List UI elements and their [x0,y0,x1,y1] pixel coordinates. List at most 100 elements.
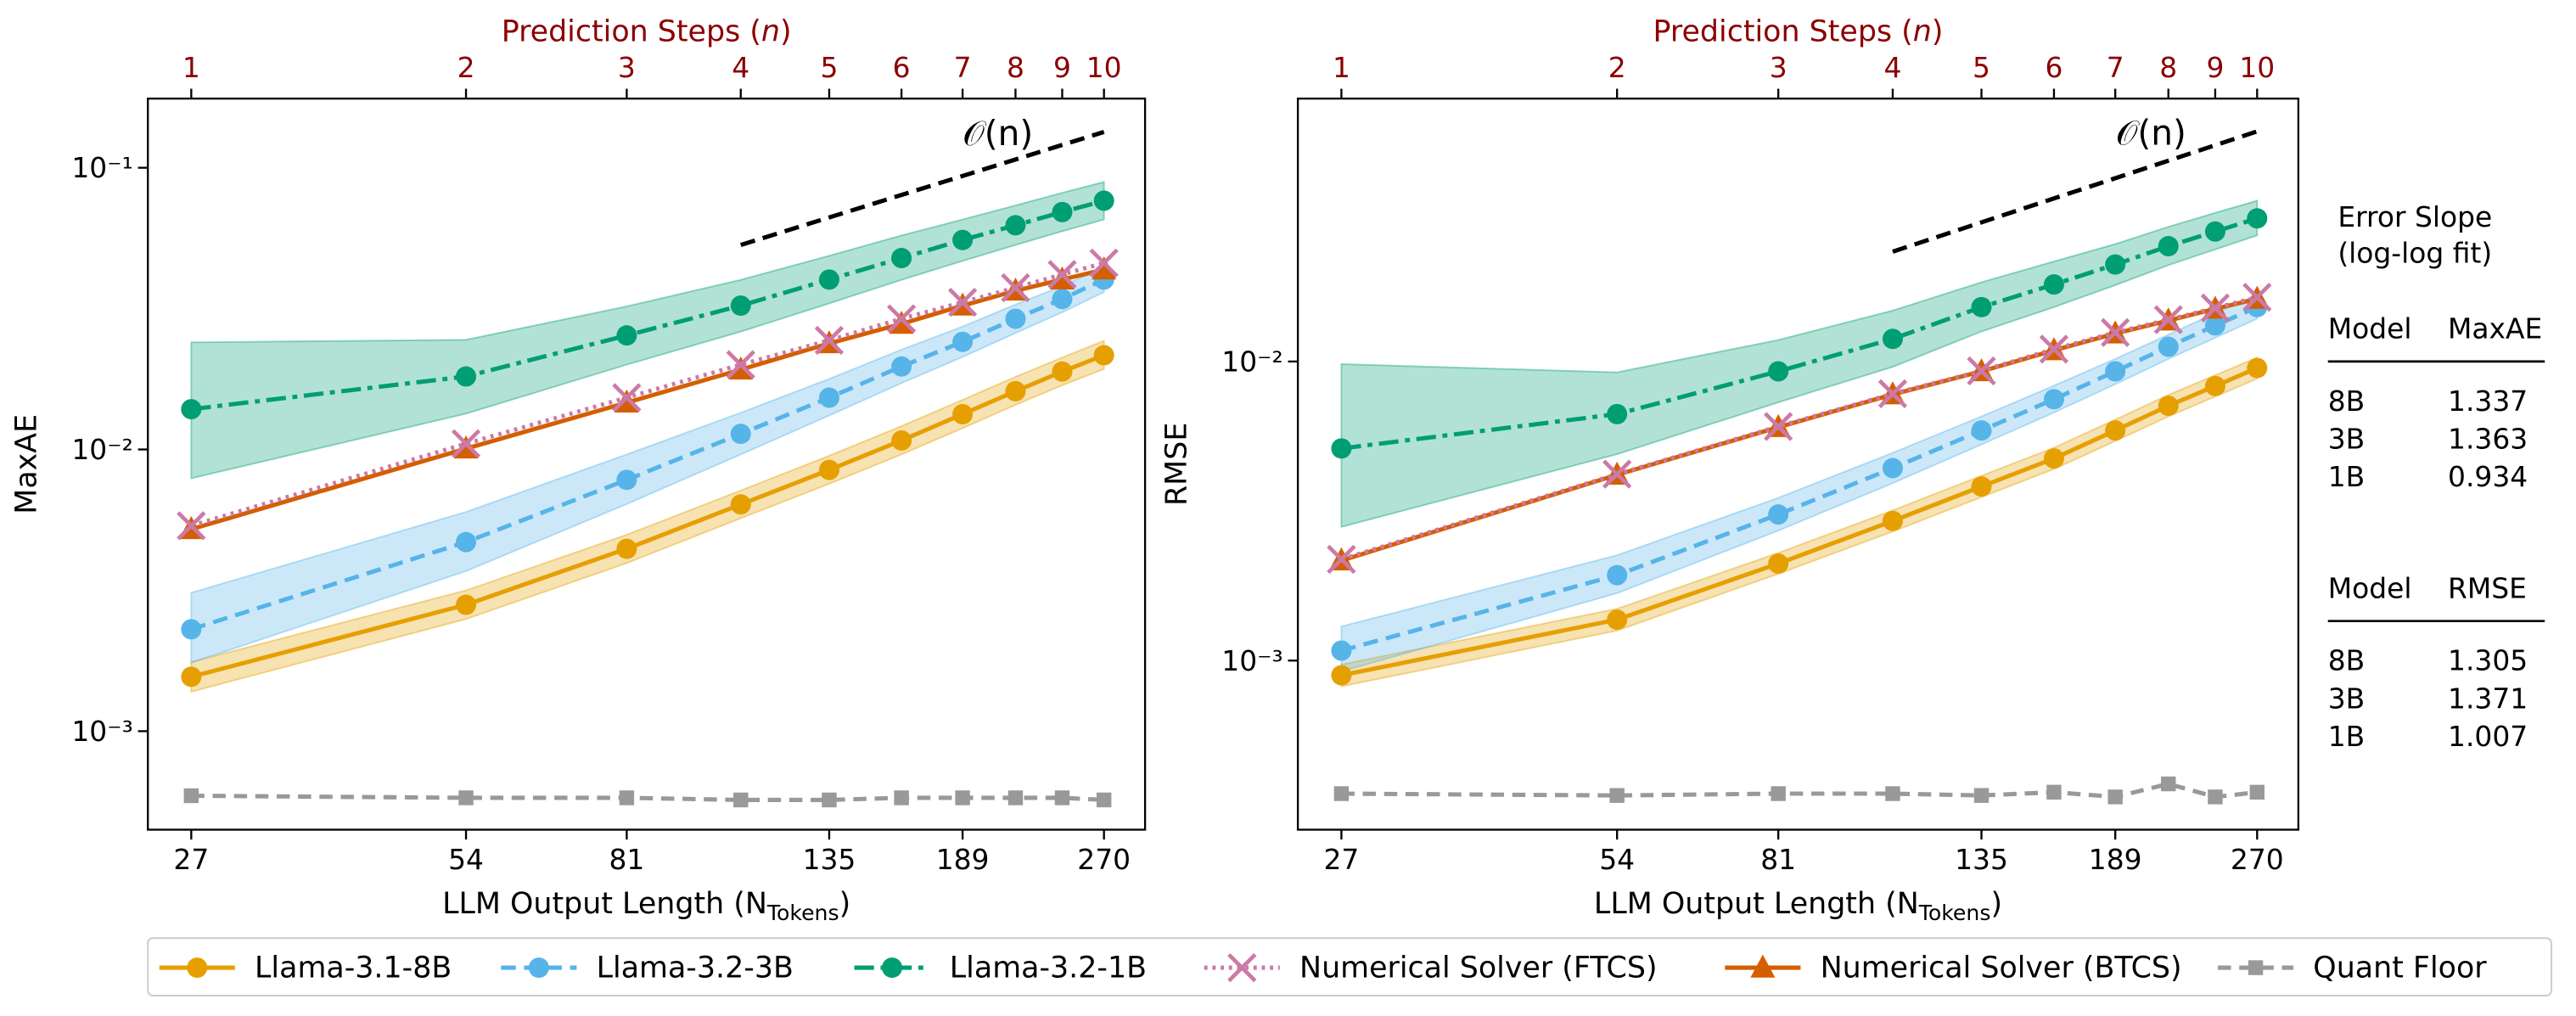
marker [1005,380,1026,401]
table-cell: 1.363 [2448,422,2528,455]
table-cell: 1.007 [2448,720,2528,753]
error-band [190,265,1105,665]
x2-axis-label: Prediction Steps (n) [1653,14,1944,48]
marker [726,350,755,379]
x2-tick-label: 4 [732,51,749,84]
marker [730,295,751,317]
marker [1768,504,1789,525]
marker [2249,784,2265,800]
legend-marker [528,957,549,979]
marker [2161,776,2176,792]
table-cell: 8B [2328,644,2366,677]
x2-tick-label: 5 [820,51,838,84]
marker [952,331,974,352]
x2-tick-label: 3 [1770,51,1787,84]
legend-label: Llama-3.1-8B [255,951,452,985]
x-tick-label: 27 [1323,843,1359,876]
x-axis-label-part: N [1897,887,1919,921]
table-cell: 0.934 [2448,460,2528,493]
marker [1768,361,1789,382]
legend-marker [2248,960,2264,975]
legend-marker [187,957,208,979]
marker [1973,788,1990,803]
marker [2046,784,2062,800]
x-axis-label: LLM Output Length (NTokens) [1594,887,2002,925]
x2-tick-label: 10 [2239,51,2275,84]
marker [614,389,639,413]
marker [456,366,477,387]
marker [616,469,637,491]
x-axis-label-part: Tokens [1918,901,1991,925]
reference-line [1892,129,2259,254]
marker [730,494,751,515]
x-tick-label: 81 [1760,843,1796,876]
marker [1093,345,1114,366]
marker [2204,375,2225,396]
marker [728,356,754,380]
legend-label: Numerical Solver (FTCS) [1299,951,1658,985]
table-cell: 1B [2328,460,2366,493]
marker [1092,256,1117,280]
y-tick-label: 10⁻² [1221,345,1282,379]
marker [886,304,917,334]
marker [1877,379,1908,409]
x-tick-label: 54 [1599,843,1635,876]
marker [955,790,970,806]
marker [2204,221,2225,242]
marker [1054,790,1070,806]
marker [1771,786,1786,801]
table-cell: 1.305 [2448,644,2528,677]
marker [1093,190,1114,211]
marker [619,790,635,806]
y-tick-label: 10⁻³ [1221,644,1282,677]
marker [1005,215,1026,236]
table-header: Model [2328,312,2412,345]
x-tick-label: 189 [2089,843,2142,876]
marker [2200,293,2231,323]
x2-tick-label: 8 [1007,51,1024,84]
marker [1885,786,1900,801]
series-line [190,353,1105,679]
series-line [190,261,1105,528]
marker [1882,328,1903,350]
x-tick-label: 27 [173,843,209,876]
x-tick-label: 270 [2231,843,2284,876]
reference-label: 𝒪(n) [2116,112,2186,153]
marker [183,788,199,804]
x2-tick-label: 6 [893,51,911,84]
table-cell: 1.337 [2448,385,2528,418]
marker [177,511,206,541]
marker [818,387,839,408]
x-tick-label: 189 [936,843,990,876]
marker [1007,790,1024,806]
y-axis-label: RMSE [1159,423,1193,506]
x2-tick-label: 7 [2107,51,2124,84]
marker [1052,201,1073,222]
marker [1764,412,1793,441]
marker [733,792,749,808]
x2-axis-label: Prediction Steps (n) [502,14,792,48]
marker [2105,420,2126,441]
marker [2242,283,2272,312]
marker [451,429,481,458]
marker [1089,248,1119,278]
table-cell: 8B [2328,385,2366,418]
table-title: Error Slope [2337,200,2492,233]
x2-tick-label: 6 [2045,51,2062,84]
x2-axis-label-part: Prediction Steps ( [1653,14,1913,48]
x2-axis-label-part: Prediction Steps ( [502,14,761,48]
marker [1001,272,1030,303]
marker [2039,334,2069,364]
reference-label: 𝒪(n) [962,113,1033,154]
marker [1882,457,1903,479]
marker [456,594,477,615]
x-tick-label: 54 [448,843,484,876]
table-cell: 1B [2328,720,2366,753]
legend-label: Llama-3.2-3B [597,951,794,985]
marker [818,459,839,480]
x-axis-label-part: Tokens [766,901,839,925]
x-axis-label-part: ) [839,887,851,921]
marker [1052,361,1073,382]
